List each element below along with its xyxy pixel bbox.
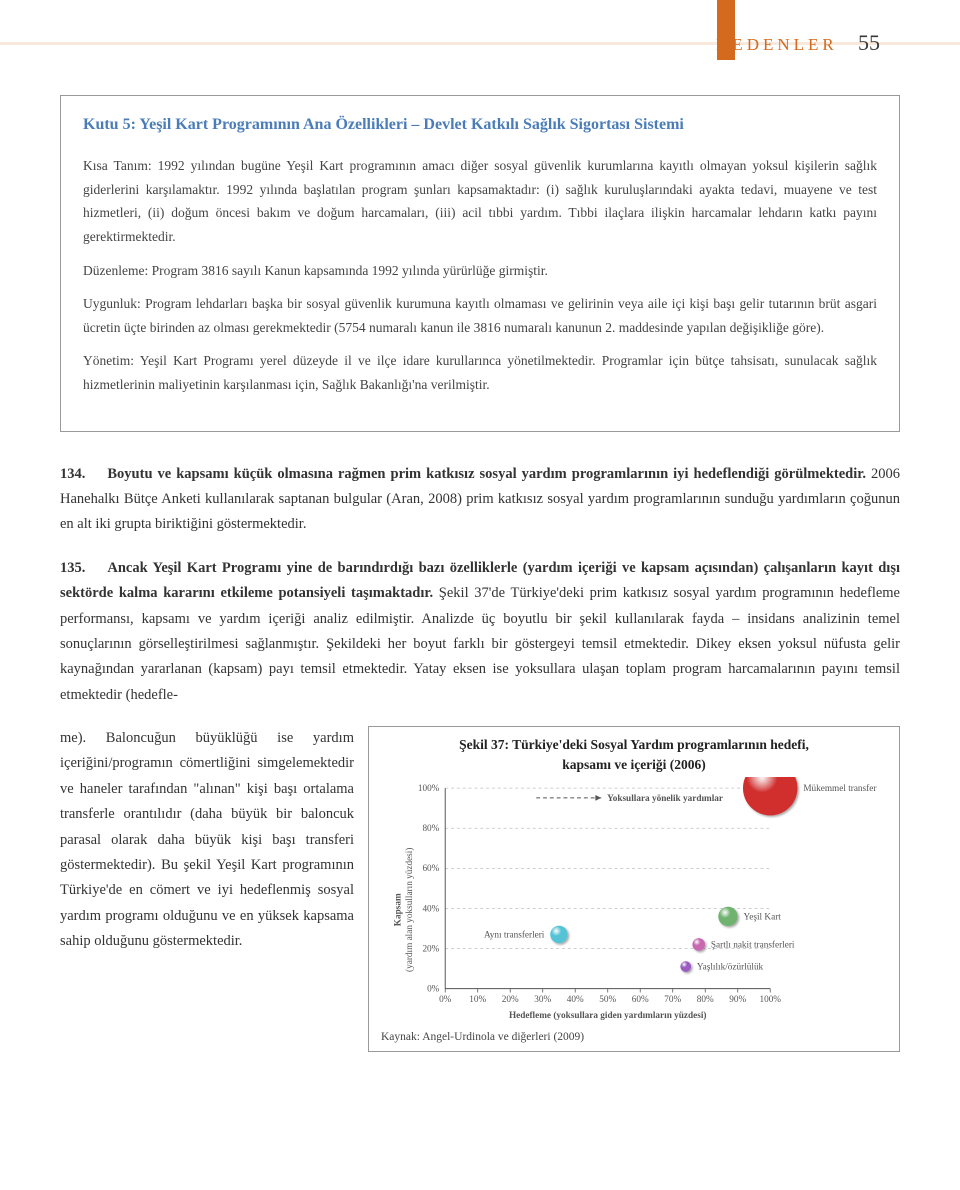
svg-text:Şartlı nakit transferleri: Şartlı nakit transferleri [711,939,795,949]
body-paragraph-134: 134. Boyutu ve kapsamı küçük olmasına rağ… [60,462,900,538]
box-paragraph: Düzenleme: Program 3816 sayılı Kanun kap… [83,259,877,283]
svg-text:100%: 100% [418,783,440,793]
svg-text:30%: 30% [534,994,551,1004]
svg-text:80%: 80% [422,823,439,833]
figure-title-line1: Şekil 37: Türkiye'deki Sosyal Yardım pro… [381,737,887,753]
section-name: NEDENLER [716,35,838,54]
svg-text:Yaşlılık/özürlülük: Yaşlılık/özürlülük [697,961,764,971]
paragraph-rest: Şekil 37'de Türkiye'deki prim katkısız s… [60,585,900,703]
svg-text:60%: 60% [632,994,649,1004]
paragraph-number: 134. [60,466,85,482]
svg-text:80%: 80% [697,994,714,1004]
svg-text:Yeşil Kart: Yeşil Kart [744,911,782,921]
svg-text:Kapsam: Kapsam [392,893,402,926]
body-paragraph-135: 135.Ancak Yeşil Kart Programı yine de ba… [60,556,900,708]
info-box-title: Kutu 5: Yeşil Kart Programının Ana Özell… [83,116,877,134]
svg-text:Hedefleme (yoksullara giden ya: Hedefleme (yoksullara giden yardımların … [509,1010,707,1020]
svg-text:70%: 70% [664,994,681,1004]
svg-text:10%: 10% [469,994,486,1004]
bottom-text-column: me). Baloncuğun büyüklüğü ise yardım içe… [60,726,354,1052]
bubble-chart: 0% 20% 40% 60% 80% 100% 0% 10% 20% 30% 40% 50% 60% 70… [381,777,887,1027]
svg-text:40%: 40% [567,994,584,1004]
svg-text:60%: 60% [422,863,439,873]
box-paragraph: Uygunluk: Program lehdarları başka bir s… [83,292,877,339]
svg-text:Mükemmel transfer: Mükemmel transfer [803,783,876,793]
info-box: Kutu 5: Yeşil Kart Programının Ana Özell… [60,95,900,432]
svg-text:40%: 40% [422,903,439,913]
svg-text:0%: 0% [427,984,440,994]
figure-source: Kaynak: Angel-Urdinola ve diğerleri (200… [381,1031,887,1043]
svg-text:100%: 100% [759,994,781,1004]
svg-text:0%: 0% [439,994,452,1004]
box-paragraph: Kısa Tanım: 1992 yılından bugüne Yeşil K… [83,154,877,249]
figure-box: Şekil 37: Türkiye'deki Sosyal Yardım pro… [368,726,900,1052]
figure-title-line2: kapsamı ve içeriği (2006) [381,757,887,773]
header-section-title: NEDENLER 55 [716,30,880,56]
svg-text:90%: 90% [729,994,746,1004]
svg-text:20%: 20% [502,994,519,1004]
svg-text:(yardım alan yoksulların yüzde: (yardım alan yoksulların yüzdesi) [404,848,414,972]
paragraph-number: 135. [60,560,85,576]
paragraph-lead: Boyutu ve kapsamı küçük olmasına rağmen … [107,466,866,482]
svg-text:Yoksullara yönelik yardımlar: Yoksullara yönelik yardımlar [607,793,723,803]
svg-text:20%: 20% [422,943,439,953]
page-number: 55 [858,30,880,55]
svg-text:50%: 50% [599,994,616,1004]
box-paragraph: Yönetim: Yeşil Kart Programı yerel düzey… [83,349,877,396]
svg-text:Aynı transferleri: Aynı transferleri [484,929,545,939]
